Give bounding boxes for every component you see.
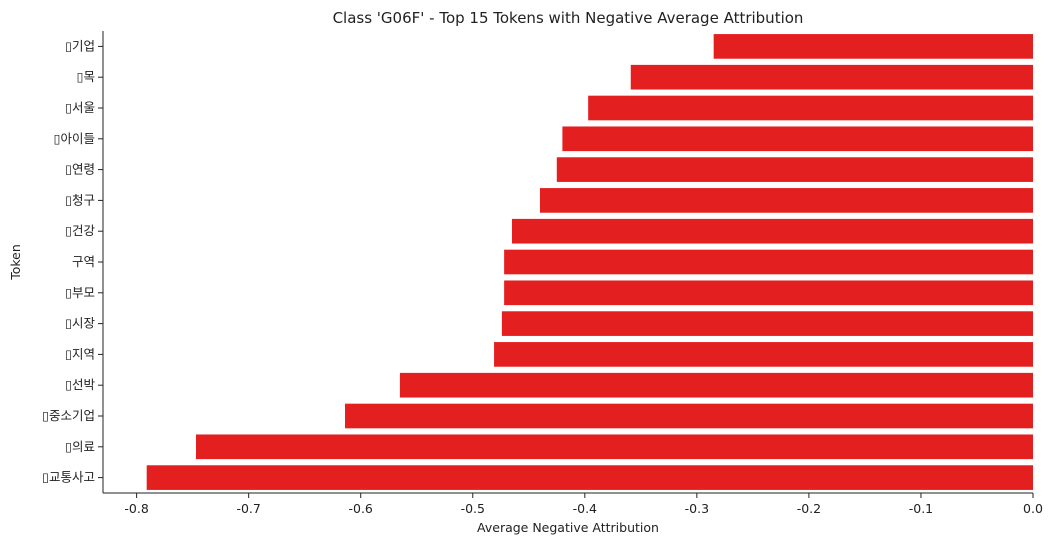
bar bbox=[504, 249, 1033, 275]
bar bbox=[630, 64, 1033, 90]
y-tick-label: ▯목 bbox=[77, 69, 95, 84]
y-tick-label: ▯건강 bbox=[65, 223, 95, 238]
y-tick-label: ▯지역 bbox=[65, 346, 95, 361]
bar bbox=[511, 218, 1033, 244]
bar bbox=[501, 311, 1033, 336]
y-tick-label: ▯기업 bbox=[65, 38, 95, 53]
x-tick-label: -0.7 bbox=[236, 501, 260, 516]
bar bbox=[504, 280, 1033, 306]
bar bbox=[196, 434, 1033, 460]
y-tick-label: ▯중소기업 bbox=[42, 408, 95, 423]
x-tick-labels: -0.8 -0.7 -0.6 -0.5 -0.4 -0.3 -0.2 -0.1 0.0 bbox=[124, 493, 1043, 516]
y-tick-label: ▯연령 bbox=[65, 162, 95, 177]
y-tick-label: ▯청구 bbox=[65, 192, 95, 207]
y-tick-label: 구역 bbox=[72, 254, 95, 269]
x-tick-label: -0.2 bbox=[797, 501, 821, 516]
y-tick-label: ▯선박 bbox=[65, 377, 95, 392]
y-axis-label: Token bbox=[8, 244, 23, 281]
x-tick-label: 0.0 bbox=[1023, 501, 1043, 516]
y-tick-label: ▯의료 bbox=[65, 439, 95, 454]
bar bbox=[345, 403, 1033, 429]
bar bbox=[146, 465, 1033, 490]
y-tick-label: ▯교통사고 bbox=[42, 470, 95, 485]
x-tick-label: -0.4 bbox=[573, 501, 597, 516]
y-tick-label: ▯아이들 bbox=[54, 131, 95, 146]
bar bbox=[399, 372, 1033, 398]
chart-title: Class 'G06F' - Top 15 Tokens with Negati… bbox=[333, 9, 804, 27]
x-tick-label: -0.3 bbox=[685, 501, 709, 516]
bar bbox=[556, 157, 1033, 182]
y-tick-label: ▯서울 bbox=[65, 100, 95, 115]
bars-group bbox=[146, 34, 1033, 490]
bar bbox=[588, 95, 1033, 121]
bar bbox=[539, 188, 1033, 213]
x-tick-label: -0.5 bbox=[461, 501, 485, 516]
y-tick-label: ▯부모 bbox=[65, 285, 95, 300]
bar bbox=[494, 342, 1033, 367]
y-tick-label: ▯시장 bbox=[65, 316, 95, 331]
x-axis-label: Average Negative Attribution bbox=[477, 520, 659, 535]
x-tick-label: -0.1 bbox=[909, 501, 933, 516]
bar bbox=[713, 34, 1033, 59]
bar bbox=[562, 126, 1033, 152]
x-tick-label: -0.6 bbox=[349, 501, 373, 516]
x-tick-label: -0.8 bbox=[124, 501, 148, 516]
